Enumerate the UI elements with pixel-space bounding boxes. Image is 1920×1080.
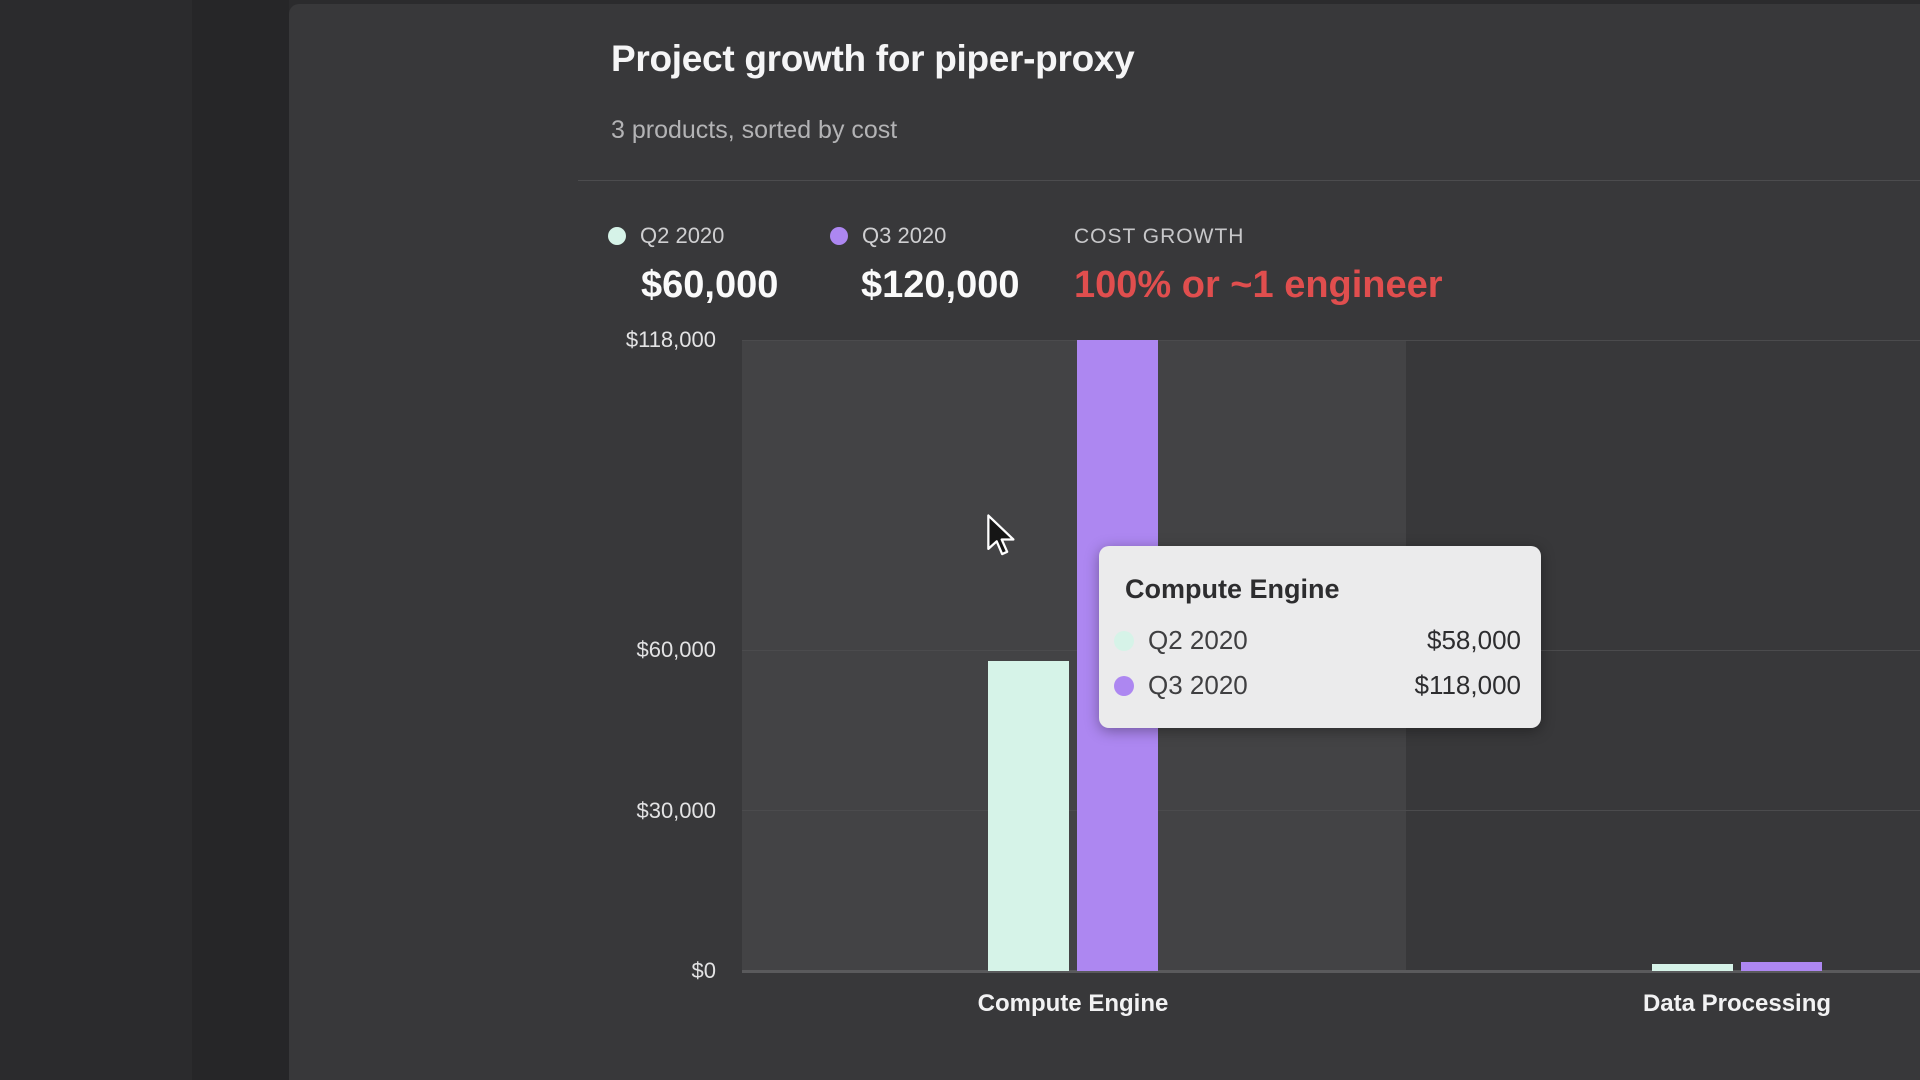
y-tick-label: $30,000 [636, 797, 716, 823]
tooltip-row-value: $118,000 [1414, 670, 1521, 700]
mouse-cursor-icon [987, 514, 1015, 556]
x-axis-line [742, 970, 1920, 973]
y-tick-label: $118,000 [625, 327, 716, 352]
page-subtitle: 3 products, sorted by cost [611, 116, 898, 144]
legend-label-q2: Q2 2020 [640, 223, 725, 248]
header-divider [578, 180, 1920, 181]
background-strip [192, 0, 289, 1080]
x-tick-label: Data Processing [1642, 990, 1832, 1017]
tooltip-row-value: $58,000 [1427, 625, 1521, 655]
page-title: Project growth for piper-proxy [611, 38, 1135, 79]
tooltip-row-label: Q3 2020 [1148, 670, 1248, 700]
cost-growth-value: 100% or ~1 engineer [1074, 264, 1443, 306]
q3-total-value: $120,000 [861, 264, 1020, 306]
bar-q3-2020[interactable] [1741, 962, 1822, 971]
q3-legend-dot-icon [830, 227, 848, 245]
tooltip-row: Q3 2020 $118,000 [1114, 670, 1521, 701]
y-tick-label: $60,000 [636, 637, 716, 663]
y-tick-label: $0 [691, 958, 716, 983]
cost-growth-caption: COST GROWTH [1074, 225, 1245, 248]
x-tick-label: Compute Engine [977, 990, 1169, 1017]
tooltip-row-label: Q2 2020 [1148, 625, 1248, 655]
chart-card: Project growth for piper-proxy 3 product… [289, 4, 1920, 1080]
q2-legend-dot-icon [608, 227, 626, 245]
gridline [742, 810, 1920, 812]
bar-q2-2020[interactable] [1652, 964, 1733, 971]
q2-total-value: $60,000 [641, 264, 779, 306]
tooltip-title: Compute Engine [1125, 574, 1340, 604]
legend-item-q3-2020: Q3 2020 [830, 223, 946, 249]
legend-item-q2-2020: Q2 2020 [608, 223, 724, 249]
x-axis-labels: Compute Engine Data Processing [742, 990, 1920, 1020]
gridline [742, 339, 1920, 341]
tooltip-q2-dot-icon [1114, 630, 1134, 651]
bar-q2-2020[interactable] [988, 661, 1069, 971]
chart-tooltip: Compute Engine Q2 2020 $58,000 Q3 2020 $… [1099, 546, 1541, 728]
legend-label-q3: Q3 2020 [862, 223, 947, 248]
tooltip-q3-dot-icon [1114, 675, 1134, 696]
y-axis-labels: $118,000 $60,000 $30,000 $0 [589, 327, 729, 983]
tooltip-row: Q2 2020 $58,000 [1114, 625, 1521, 656]
